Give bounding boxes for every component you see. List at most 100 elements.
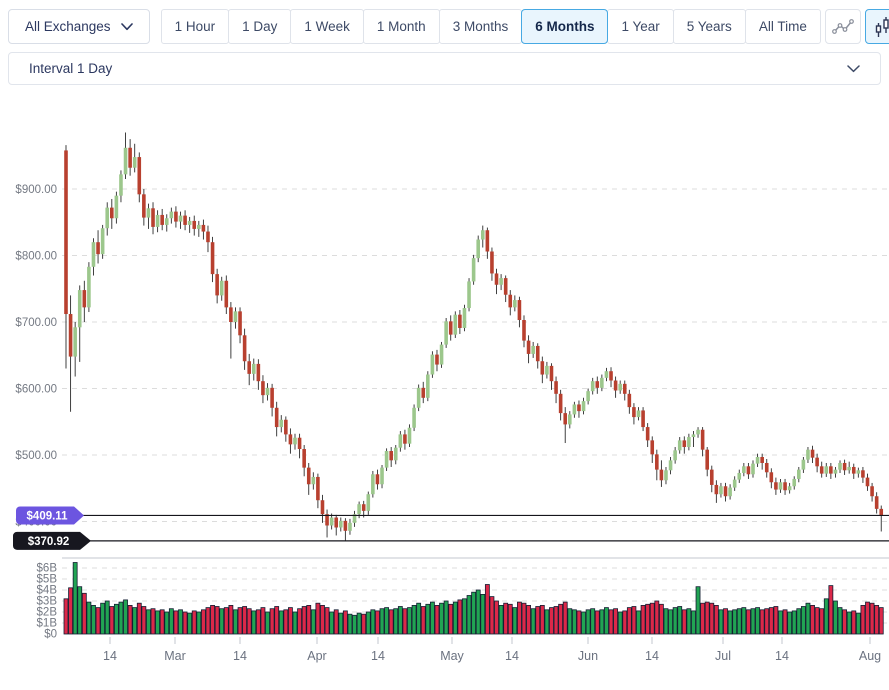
candle-body — [829, 466, 833, 474]
candle-body — [229, 307, 233, 322]
volume-bar — [750, 608, 756, 635]
volume-bar — [425, 603, 431, 635]
range-button-1-month[interactable]: 1 Month — [362, 9, 440, 44]
range-button-1-week[interactable]: 1 Week — [290, 9, 364, 44]
volume-bar — [503, 602, 509, 635]
candle-body — [132, 157, 137, 168]
candle-body — [677, 440, 682, 451]
candle-body — [494, 273, 499, 285]
interval-selector[interactable]: Interval 1 Day — [8, 52, 881, 85]
volume-bar — [315, 602, 321, 635]
volume-bar — [251, 610, 257, 635]
volume-bar — [448, 603, 454, 635]
range-button-all-time[interactable]: All Time — [744, 9, 821, 44]
candle-body — [636, 410, 641, 418]
candle-body — [210, 242, 215, 275]
volume-bar — [109, 606, 115, 635]
candle-body — [806, 449, 810, 460]
range-button-5-years[interactable]: 5 Years — [672, 9, 746, 44]
candle-body — [197, 224, 201, 229]
candle-body — [769, 472, 774, 483]
volume-bar — [342, 610, 348, 635]
candle-body — [279, 419, 284, 428]
candle-body — [407, 427, 412, 444]
candle-body — [284, 419, 288, 435]
volume-bar — [521, 602, 527, 635]
candle-body — [233, 311, 238, 322]
x-axis-label: 14 — [233, 649, 247, 663]
volume-bar — [168, 608, 174, 635]
exchange-selector-dropdown[interactable]: All Exchanges — [8, 9, 150, 44]
x-axis-label: Apr — [307, 649, 326, 663]
volume-bar — [86, 601, 92, 635]
volume-bar — [196, 611, 202, 635]
candle-body — [288, 434, 293, 445]
volume-axis-label: $3B — [37, 596, 58, 608]
candle-body — [590, 381, 595, 392]
candle-body — [453, 314, 458, 335]
candle-body — [705, 449, 709, 470]
x-axis-label: 14 — [371, 649, 385, 663]
volume-bar — [718, 609, 724, 635]
candle-body — [146, 208, 151, 218]
line-chart-icon — [831, 18, 854, 34]
candle-body — [160, 214, 164, 225]
candle-body — [366, 494, 371, 511]
candle-body — [668, 460, 673, 471]
volume-bar — [787, 611, 793, 635]
volume-bar — [878, 607, 884, 635]
volume-bar — [237, 607, 243, 635]
volume-bar — [700, 602, 706, 635]
volume-bar — [860, 605, 866, 635]
candle-body — [865, 477, 870, 487]
x-axis-label: Mar — [164, 649, 186, 663]
candle-body — [242, 335, 247, 362]
candle-body — [380, 467, 384, 485]
volume-bar — [127, 605, 133, 635]
volume-bar — [727, 610, 733, 635]
range-button-1-year[interactable]: 1 Year — [607, 9, 674, 44]
candle-body — [265, 387, 270, 396]
candle-body — [778, 482, 783, 490]
volume-bar — [810, 605, 815, 635]
price-axis-label: $500.00 — [15, 450, 57, 462]
volume-bar — [517, 601, 522, 635]
volume-bar — [645, 603, 651, 635]
volume-bar — [205, 607, 211, 635]
range-button-3-months[interactable]: 3 Months — [438, 9, 523, 44]
candle-body — [316, 476, 320, 501]
candle-body — [343, 520, 348, 531]
volume-bar — [457, 599, 463, 635]
volume-bar — [746, 609, 751, 635]
candle-body — [412, 407, 416, 428]
candle-body — [819, 466, 824, 474]
candlestick-chart-button[interactable] — [864, 9, 889, 44]
volume-bar — [677, 606, 683, 635]
range-button-6-months[interactable]: 6 Months — [521, 9, 609, 44]
candle-body — [329, 517, 334, 526]
candle-body — [522, 320, 526, 341]
volume-bar — [375, 610, 380, 635]
candle-body — [238, 311, 242, 336]
range-button-1-hour[interactable]: 1 Hour — [160, 9, 230, 44]
candle-body — [297, 437, 302, 450]
volume-axis-label: $6B — [37, 563, 58, 575]
line-chart-button[interactable] — [824, 9, 861, 44]
candle-body — [480, 230, 485, 240]
candle-body — [421, 387, 426, 398]
candle-body — [96, 242, 100, 255]
volume-bar — [242, 606, 248, 635]
volume-bar — [379, 608, 385, 635]
volume-bar — [68, 587, 73, 635]
volume-axis-label: $0 — [44, 629, 57, 641]
volume-axis-label: $2B — [37, 607, 58, 619]
candle-body — [151, 208, 155, 227]
candle-body — [114, 195, 119, 219]
candle-body — [403, 434, 407, 444]
candle-body — [737, 472, 742, 480]
volume-bar — [604, 607, 609, 635]
candle-body — [586, 391, 590, 402]
volume-bar — [631, 606, 637, 635]
range-button-1-day[interactable]: 1 Day — [228, 9, 292, 44]
